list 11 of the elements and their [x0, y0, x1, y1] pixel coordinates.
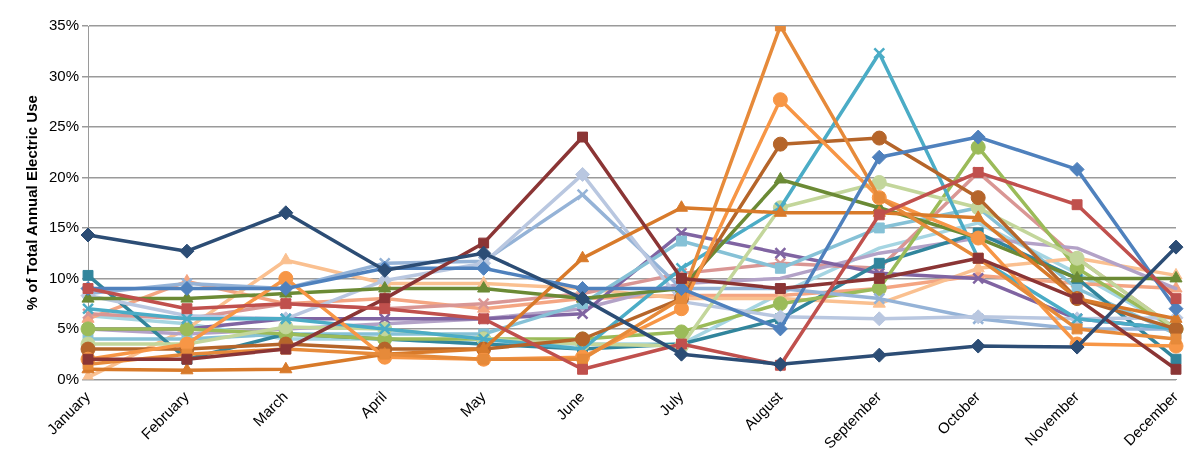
- y-tick-label: 25%: [48, 117, 80, 135]
- y-tick-label: 20%: [48, 167, 80, 185]
- y-tick-label: 5%: [57, 319, 80, 337]
- y-tick-label: 30%: [48, 66, 80, 84]
- x-tick-label: July: [655, 387, 687, 419]
- y-tick-label: 15%: [48, 218, 80, 236]
- y-axis-title: % of Total Annual Electric Use: [23, 95, 41, 311]
- x-tick-label: May: [456, 387, 490, 420]
- y-tick-label: 35%: [48, 16, 80, 34]
- y-tick-label: 10%: [48, 268, 80, 286]
- y-tick-label: 0%: [57, 369, 80, 387]
